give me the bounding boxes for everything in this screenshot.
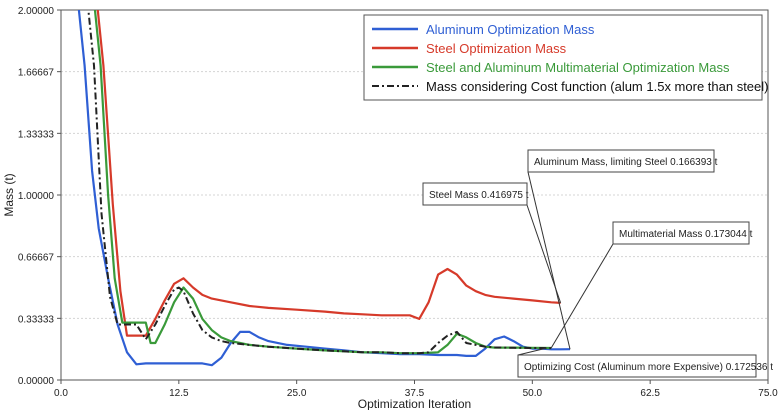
annotation-label: Aluminum Mass, limiting Steel 0.166393 t [534,157,718,168]
series-layer [77,10,571,367]
x-tick-label: 75.0 [758,388,778,399]
legend-label-3: Steel and Aluminum Multimaterial Optimiz… [426,60,730,75]
grid-layer [61,71,768,319]
legend-label-4: Mass considering Cost function (alum 1.5… [426,79,769,94]
x-tick-label: 0.0 [54,388,68,399]
legend-label-1: Aluminum Optimization Mass [426,22,595,37]
x-tick-label: 25.0 [287,388,307,399]
series-line-3 [93,10,552,355]
legend: Aluminum Optimization Mass Steel Optimiza… [363,14,769,101]
y-axis-label: Mass (t) [2,173,16,216]
y-tick-label: 0.66667 [18,253,55,264]
y-tick-label: 0.00000 [18,376,55,387]
series-line-1 [77,10,571,367]
y-tick-label: 0.33333 [18,314,55,325]
annotation-box [612,221,750,245]
x-axis-label: Optimization Iteration [358,397,471,410]
series-line-4 [87,10,552,355]
annotation-label: Steel Mass 0.416975 t [429,190,529,201]
axis-layer: 0.00000 0.33333 0.66667 1.00000 1.33333 1.666… [18,6,778,399]
annotation-leader-line [527,171,571,350]
y-tick-label: 1.33333 [18,129,55,140]
annotation-box [517,354,757,378]
x-tick-label: 12.5 [169,388,189,399]
y-tick-label: 1.00000 [18,191,55,202]
annotation-leader-line [517,347,547,356]
annotation-leader-line [550,243,614,349]
y-tick-label: 1.66667 [18,68,55,79]
annotation-label: Optimizing Cost (Aluminum more Expensive… [524,362,773,373]
annotation-label: Multimaterial Mass 0.173044 t [619,229,753,240]
annotation-leader-line [526,204,562,304]
legend-label-2: Steel Optimization Mass [426,41,567,56]
annotation-layer: Aluminum Mass, limiting Steel 0.166393 t… [422,149,773,378]
annotation-box [422,182,528,206]
x-tick-label: 62.5 [640,388,660,399]
x-tick-label: 37.5 [405,388,425,399]
y-tick-label: 2.00000 [18,6,55,17]
annotation-box [527,149,715,173]
x-tick-label: 50.0 [523,388,543,399]
legend-box [363,14,763,101]
